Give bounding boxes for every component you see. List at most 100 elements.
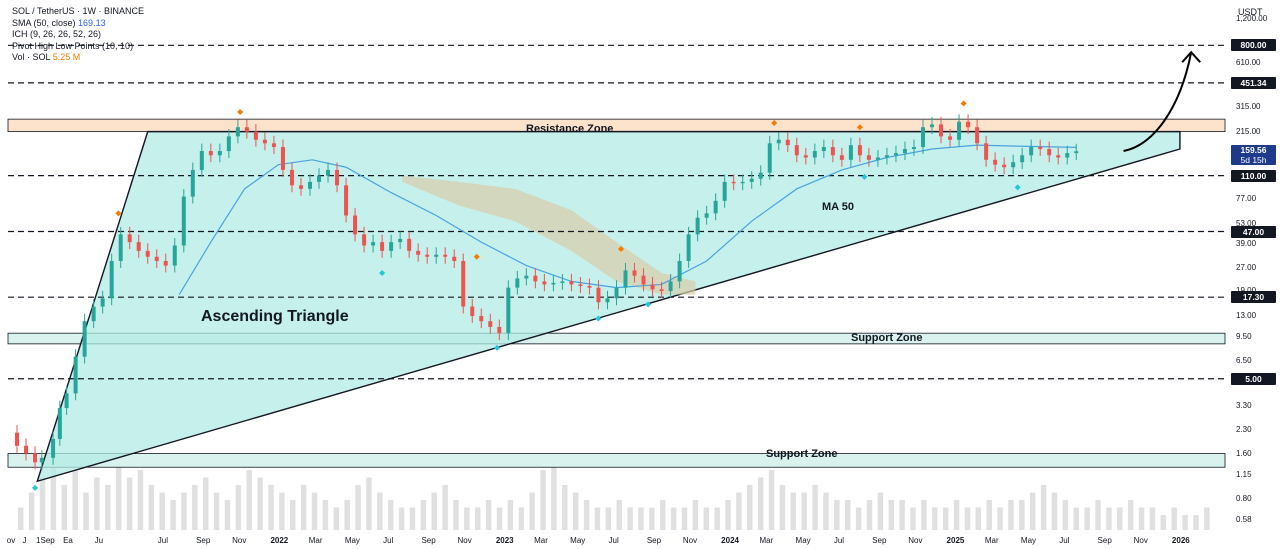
candle-body [803,155,808,158]
candle-body [479,315,484,322]
candle-body [298,185,303,189]
currency-label[interactable]: USDT [1238,7,1263,17]
candle-body [533,275,538,282]
x-tick-label: Sep [196,536,211,545]
volume-bar [409,507,416,530]
candle-body [127,234,132,243]
candle-body [57,408,62,439]
candle-body [1065,153,1070,158]
support-zone-upper [7,332,1226,345]
current-price-tag: 159.56 5d 15h [1231,145,1276,166]
candle-body [389,242,394,251]
candle-body [893,153,898,156]
candle-body [966,121,971,128]
candle-body [362,234,367,246]
legend-pivots: Pivot High Low Points (10, 10) [12,40,134,51]
forecast-arrow [1123,52,1193,153]
candle-body [812,151,817,158]
candle-body [939,124,944,137]
volume-bar [1160,515,1167,530]
volume-bar [997,507,1003,530]
volume-bar [1182,515,1188,530]
x-tick-label: 2024 [721,536,739,545]
volume-bar [1040,485,1047,530]
volume-bar [1117,507,1123,530]
price-tag: 800.00 [1231,39,1276,52]
volume-bar [387,500,394,530]
y-tick-label: 53.00 [1236,218,1257,228]
volume-bar [420,500,427,530]
volume-bar [115,462,122,530]
volume-bar [1193,515,1199,530]
volume-bar [290,500,296,530]
candle-body [39,457,44,463]
candle-body [280,147,285,170]
volume-bar [322,500,329,530]
volume-bar [779,485,786,530]
y-tick-label: 1.15 [1236,470,1252,480]
candle-body [317,175,322,182]
volume-bar [801,492,807,530]
x-tick-label: 1Sep [36,536,55,545]
candle-body [731,181,736,184]
pivot-high-marker [960,100,967,107]
volume-bar [583,500,590,530]
volume-bar [61,485,67,530]
pivot-high-marker [237,108,244,115]
x-tick-label: Mar [534,536,548,545]
x-tick-label: Jul [833,536,845,545]
ma50-line [178,144,1077,295]
candle-body [984,143,989,160]
candle-body [884,155,889,158]
x-tick-label: J [22,536,27,545]
volume-bar [594,507,601,530]
chart-legend: SOL / TetherUS · 1W · BINANCE SMA (50, c… [12,6,144,64]
volume-bar [1106,507,1112,530]
volume-bar [649,507,655,530]
volume-bar [279,492,285,530]
volume-bar [910,507,916,530]
resistance-zone-label: Resistance Zone [526,123,614,135]
volume-bar [39,477,46,530]
candle-body [668,281,673,292]
volume-bar [1030,492,1036,530]
volume-bar [366,477,372,530]
x-tick-label: May [795,536,811,545]
price-tag: 451.34 [1231,76,1276,89]
pivot-low-marker [1014,184,1021,191]
x-tick-label: 2022 [270,536,289,545]
candle-body [407,238,412,251]
volume-bar [431,492,437,530]
volume-bar [986,500,992,530]
candle-body [902,149,907,154]
candle-body [181,196,186,246]
candle-body [190,169,195,197]
candle-body [82,321,87,357]
candle-body [1038,147,1043,150]
volume-bar [235,485,242,530]
x-tick-label: Mar [984,536,999,545]
pivot-high-marker [771,120,778,127]
x-tick-label: Mar [308,536,323,545]
volume-bar [28,492,35,530]
candle-body [163,261,168,266]
volume-bar [1062,500,1069,530]
candle-body [542,281,547,285]
price-tag: 47.00 [1231,225,1276,238]
candle-body [91,306,96,322]
volume-bar [192,485,198,530]
volume-bar [834,500,840,530]
candle-body [794,145,799,156]
volume-bar [83,492,89,530]
volume-bar [670,507,677,530]
support-zone-lower-label: Support Zone [766,448,838,460]
volume-bar [845,500,851,530]
pivot-low-marker [645,301,652,308]
candle-body [632,270,637,276]
volume-bar [964,507,971,530]
volume-bar [572,492,579,530]
candle-body [51,438,56,458]
candle-body [1047,149,1052,156]
pivot-high-marker [618,246,625,253]
